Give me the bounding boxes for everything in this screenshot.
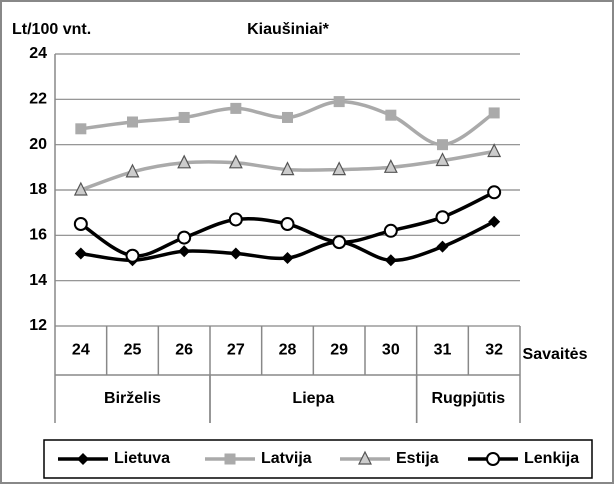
marker <box>224 453 236 465</box>
marker <box>177 154 192 169</box>
marker <box>280 217 295 231</box>
marker <box>488 215 501 228</box>
marker <box>77 453 89 465</box>
x-tick-label: 31 <box>434 342 452 359</box>
y-tick-label: 20 <box>29 136 47 153</box>
y-axis-label: Lt/100 vnt. <box>12 21 91 38</box>
marker <box>127 116 138 128</box>
marker <box>435 152 450 167</box>
marker <box>73 217 88 231</box>
x-tick-label: 28 <box>279 342 297 359</box>
marker <box>282 111 293 123</box>
legend-label: Lietuva <box>114 450 170 467</box>
marker <box>229 247 242 260</box>
marker <box>437 139 448 151</box>
marker <box>487 185 502 200</box>
x-tick-label: 32 <box>485 342 503 359</box>
y-tick-label: 24 <box>29 45 47 62</box>
legend-label: Lenkija <box>524 450 579 467</box>
marker <box>383 158 398 173</box>
marker <box>384 254 397 267</box>
marker <box>228 212 243 227</box>
y-tick-label: 22 <box>29 91 47 108</box>
marker <box>332 161 347 176</box>
legend-label: Latvija <box>261 450 312 467</box>
marker <box>487 143 502 158</box>
marker <box>383 223 398 238</box>
y-tick-label: 12 <box>29 317 47 334</box>
group-label: Liepa <box>292 390 334 407</box>
marker <box>73 181 88 196</box>
marker <box>125 248 140 263</box>
x-tick-label: 24 <box>72 342 90 359</box>
x-tick-label: 26 <box>175 342 193 359</box>
x-tick-label: 29 <box>330 342 348 359</box>
legend-label: Estija <box>396 450 439 467</box>
marker <box>436 240 449 253</box>
marker <box>332 235 347 250</box>
marker <box>333 96 345 108</box>
marker <box>74 247 87 260</box>
marker <box>488 107 500 119</box>
marker <box>178 111 190 123</box>
group-label: Rugpjūtis <box>431 390 505 407</box>
marker <box>125 163 140 178</box>
marker <box>435 210 450 225</box>
x-tick-label: 30 <box>382 342 400 359</box>
marker <box>385 109 397 121</box>
marker <box>75 123 87 135</box>
chart-title: Kiaušiniai* <box>247 21 330 38</box>
marker <box>228 154 243 169</box>
group-label: Birželis <box>104 390 161 407</box>
marker <box>358 450 372 465</box>
x-tick-label: 27 <box>227 342 245 359</box>
marker <box>280 161 295 176</box>
marker <box>486 452 500 466</box>
marker <box>281 252 294 264</box>
marker <box>230 102 242 114</box>
marker <box>178 245 191 258</box>
y-tick-label: 16 <box>29 227 47 244</box>
y-tick-label: 18 <box>29 181 47 198</box>
x-tick-label: 25 <box>124 342 142 359</box>
y-tick-label: 14 <box>29 272 47 289</box>
x-axis-label: Savaitės <box>523 346 588 363</box>
marker <box>177 230 192 245</box>
